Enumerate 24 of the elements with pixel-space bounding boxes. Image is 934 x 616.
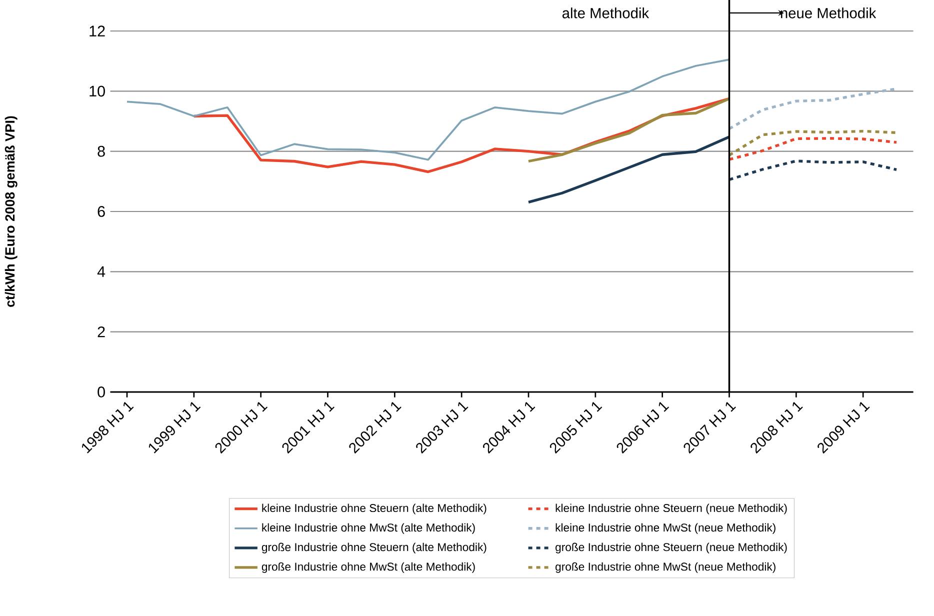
- y-tick-label: 12: [90, 26, 105, 36]
- line-series: [527, 136, 731, 204]
- line-series: [728, 160, 898, 181]
- text: alte Methodik: [562, 8, 650, 18]
- line-series: [728, 130, 898, 157]
- legend-label: große Industrie ohne Steuern (neue Methodik): [556, 542, 787, 554]
- y-axis-title: ct/kWh (Euro 2008 gemäß VPI): [4, 116, 18, 307]
- legend-label: kleine Industrie ohne Steuern (alte Methodik): [262, 504, 486, 514]
- legend-label: große Industrie ohne Steuern (alte Methodik): [262, 542, 486, 554]
- y-tick-label: 6: [98, 206, 105, 217]
- y-tick-label: 8: [98, 146, 105, 157]
- legend-label: große Industrie ohne MwSt (alte Methodik): [262, 562, 475, 573]
- line-series: [126, 58, 730, 161]
- legend-label: kleine Industrie ohne MwSt (neue Methodik): [556, 523, 776, 534]
- legend-label: große Industrie ohne MwSt (neue Methodik): [556, 562, 776, 573]
- y-tick-label: 10: [90, 86, 105, 97]
- legend-label: kleine Industrie ohne Steuern (neue Methodik): [556, 504, 787, 514]
- y-tick-label: 2: [98, 326, 105, 338]
- ref-line-label: neue Methodik: [780, 8, 876, 18]
- legend-label: kleine Industrie ohne MwSt (alte Methodik): [262, 523, 475, 534]
- line-series: [527, 97, 731, 163]
- y-tick-label: 0: [98, 386, 105, 398]
- line-series: [728, 137, 898, 161]
- y-tick-label: 4: [97, 266, 106, 277]
